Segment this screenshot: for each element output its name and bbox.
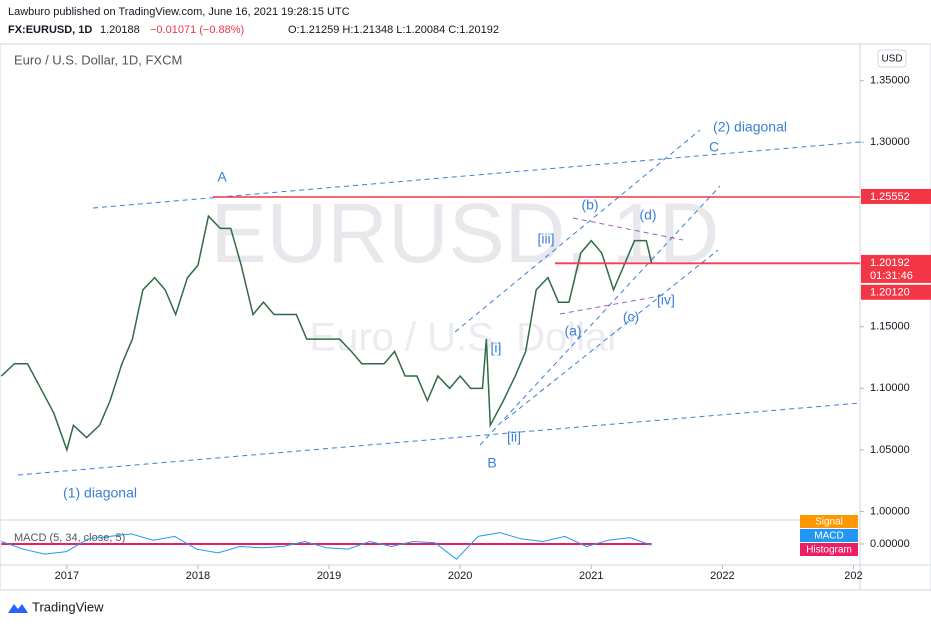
last: 1.20188: [100, 24, 140, 36]
trendline: [572, 217, 684, 241]
x-tick-label: 2019: [317, 570, 341, 582]
watermark-sub: Euro / U.S. Dollar: [309, 316, 620, 360]
wave-label: [iv]: [657, 292, 675, 308]
wave-label: (a): [564, 323, 581, 339]
frame: [0, 43, 931, 591]
countdown: 01:31:46: [870, 270, 913, 282]
y-tick-label: 1.00000: [870, 505, 910, 517]
price-marker-label: 1.25552: [870, 191, 910, 203]
trendline: [17, 402, 861, 476]
macd-legend-box: [800, 515, 858, 528]
macd-line: [1, 532, 652, 560]
trendline: [504, 249, 719, 421]
price-marker-box: [861, 254, 931, 283]
macd-legend: Histogram: [806, 545, 852, 556]
x-tick-label: 2018: [186, 570, 210, 582]
y-tick-label: 1.05000: [870, 444, 910, 456]
y-tick-label: 1.10000: [870, 382, 910, 394]
wave-label: (c): [623, 309, 639, 325]
x-tick-label: 2020: [448, 570, 472, 582]
macd-legend: Signal: [815, 517, 843, 528]
logo: [8, 604, 28, 613]
wave-label: [iii]: [537, 231, 554, 247]
macd-legend-box: [800, 543, 858, 556]
y-tick-label: 1.15000: [870, 321, 910, 333]
price-marker-box: [861, 284, 931, 300]
x-tick-label: 2021: [579, 570, 603, 582]
trendline: [559, 295, 661, 315]
footer: TradingView: [32, 599, 104, 614]
wave-label: [i]: [491, 340, 502, 356]
wave-label: A: [217, 169, 227, 185]
wave-label: (2) diagonal: [713, 119, 787, 135]
trendlines: [17, 129, 861, 476]
macd-title: MACD (5, 34, close, 5): [14, 532, 125, 544]
macd-legend-box: [800, 529, 858, 542]
y-tick-label: 1.35000: [870, 75, 910, 87]
published: Lawburo published on TradingView.com, Ju…: [8, 6, 350, 18]
chart-title: Euro / U.S. Dollar, 1D, FXCM: [14, 52, 182, 67]
macd-legend: MACD: [814, 531, 843, 542]
price-marker-box: [861, 188, 931, 204]
wave-label: (1) diagonal: [63, 485, 137, 501]
macd-tick-label: 0.00000: [870, 538, 910, 550]
symbol: FX:EURUSD, 1D: [8, 24, 92, 36]
wave-label: C: [709, 139, 719, 155]
wave-label: [ii]: [507, 429, 521, 445]
price-marker-label: 1.20192: [870, 257, 910, 269]
wave-label: B: [487, 455, 496, 471]
wave-label: (b): [581, 197, 598, 213]
price-marker-label: 1.20120: [870, 287, 910, 299]
watermark: EURUSD, 1D: [211, 186, 720, 280]
x-tick-label: 2022: [710, 570, 734, 582]
y-tick-label: 1.30000: [870, 136, 910, 148]
wave-label: (d): [639, 207, 656, 223]
trendline: [479, 185, 721, 446]
x-tick-label: 202: [844, 570, 862, 582]
price-line: [0, 214, 653, 453]
trendline: [454, 129, 701, 333]
change: −0.01071 (−0.88%): [150, 24, 244, 36]
currency-button[interactable]: [877, 49, 907, 68]
x-tick-label: 2017: [55, 570, 79, 582]
ohlc: O:1.21259 H:1.21348 L:1.20084 C:1.20192: [288, 24, 499, 36]
currency[interactable]: USD: [881, 54, 902, 65]
